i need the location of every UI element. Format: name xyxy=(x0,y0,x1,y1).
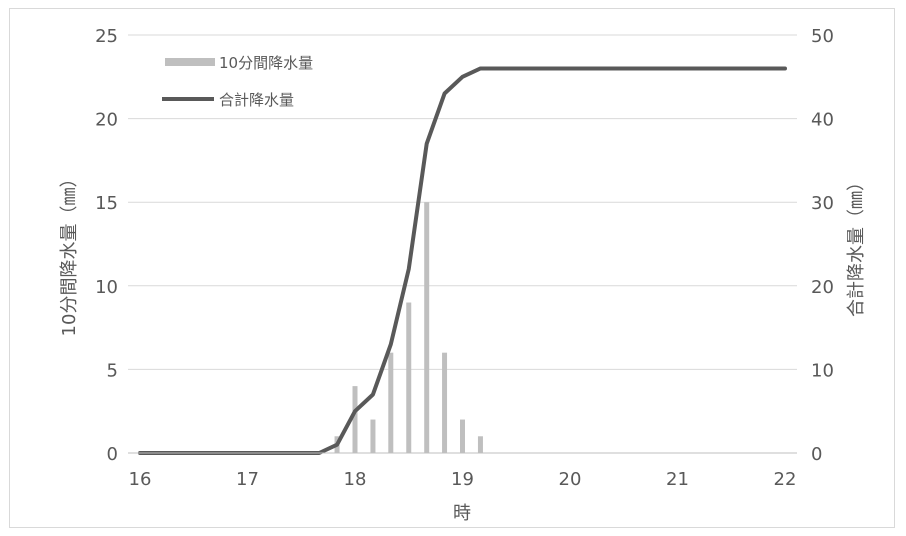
y-right-tick-label: 20 xyxy=(811,277,834,298)
x-tick-label: 22 xyxy=(774,469,797,490)
y-left-tick-label: 5 xyxy=(107,360,118,381)
x-tick-label: 16 xyxy=(129,469,152,490)
chart-frame xyxy=(9,8,895,528)
legend-line-label: 合計降水量 xyxy=(219,91,294,109)
y-left-tick-label: 15 xyxy=(95,193,118,214)
y-right-tick-label: 0 xyxy=(811,444,822,465)
bar xyxy=(352,386,358,453)
right-axis-title: 合計降水量（㎜） xyxy=(846,173,867,317)
y-left-tick-label: 10 xyxy=(95,277,118,298)
legend-bar-label: 10分間降水量 xyxy=(219,54,313,72)
y-left-tick-label: 0 xyxy=(107,444,118,465)
y-right-tick-label: 30 xyxy=(811,193,834,214)
grid-layer xyxy=(128,34,797,370)
x-tick-label: 18 xyxy=(344,469,367,490)
series-line xyxy=(138,66,787,455)
x-tick-label: 19 xyxy=(451,469,474,490)
bar xyxy=(370,419,376,453)
x-tick-label: 21 xyxy=(666,469,689,490)
bar xyxy=(460,419,465,453)
bar xyxy=(477,436,483,453)
bar xyxy=(424,202,430,453)
y-right-tick-label: 50 xyxy=(811,26,834,47)
y-right-tick-label: 40 xyxy=(811,110,834,131)
y-left-tick-label: 25 xyxy=(95,26,118,47)
y-right-tick-label: 10 xyxy=(811,360,834,381)
bar xyxy=(388,352,394,453)
legend-bar-swatch xyxy=(165,58,215,66)
x-tick-label: 17 xyxy=(236,469,259,490)
axis-layer: 0 5 10 15 20 25 0 10 20 30 40 50 16 17 18 19 20 21 22 xyxy=(95,26,834,490)
left-axis-title: 10分間降水量（㎜） xyxy=(59,170,80,337)
bar xyxy=(406,302,412,453)
x-axis-title: 時 xyxy=(453,503,471,524)
x-tick-label: 20 xyxy=(559,469,582,490)
bar-layer xyxy=(334,202,483,453)
legend: 10分間降水量 合計降水量 xyxy=(162,54,313,109)
y-left-tick-label: 20 xyxy=(95,110,118,131)
line-layer xyxy=(138,66,787,455)
bar xyxy=(442,352,448,453)
